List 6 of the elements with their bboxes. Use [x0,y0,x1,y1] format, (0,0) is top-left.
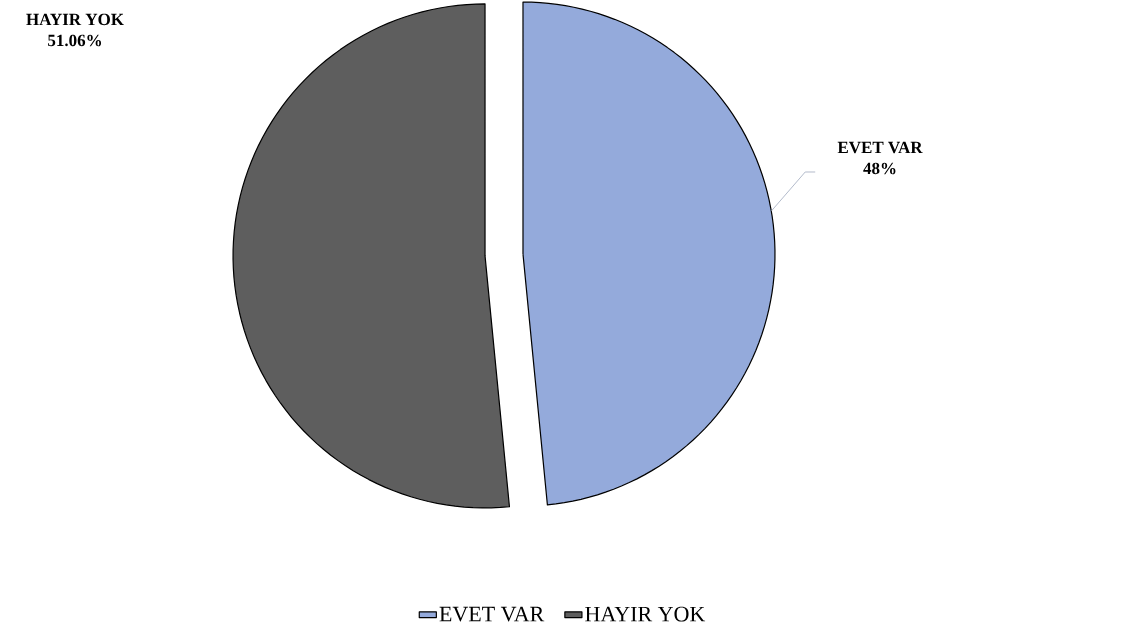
data-label: 48% [863,162,896,175]
legend-label: EVET VAR [439,606,545,622]
slice-label: HAYIR YOK [26,13,124,26]
slice-label: EVET VAR [837,141,923,154]
legend-label: HAYIR YOK [585,606,706,622]
data-label: 51.06% [48,34,102,47]
